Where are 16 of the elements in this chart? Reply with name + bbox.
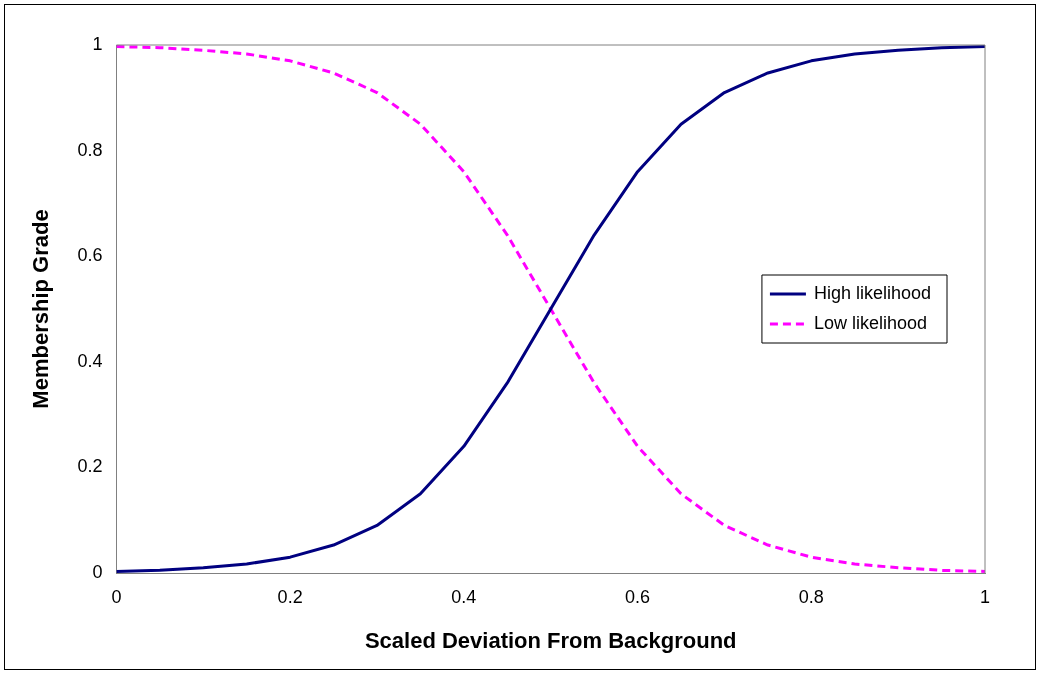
x-tick-label: 1 — [979, 586, 991, 607]
x-tick-label: 0.6 — [625, 586, 651, 607]
x-tick-label: 0 — [111, 586, 122, 607]
y-tick-label: 0.6 — [77, 245, 103, 266]
y-tick-label: 0.4 — [77, 350, 103, 371]
legend-label: High likelihood — [813, 282, 932, 303]
x-tick-label: 0.4 — [451, 586, 477, 607]
x-tick-label: 0.8 — [798, 586, 824, 607]
x-axis-title: Scaled Deviation From Background — [364, 627, 737, 653]
x-tick-label: 0.2 — [277, 586, 303, 607]
legend-label: Low likelihood — [813, 312, 928, 333]
y-tick-label: 0 — [92, 561, 103, 582]
y-tick-label: 1 — [92, 33, 103, 54]
y-tick-label: 0.8 — [77, 139, 103, 160]
y-axis-title: Membership Grade — [28, 209, 54, 409]
y-tick-label: 0.2 — [77, 456, 103, 477]
